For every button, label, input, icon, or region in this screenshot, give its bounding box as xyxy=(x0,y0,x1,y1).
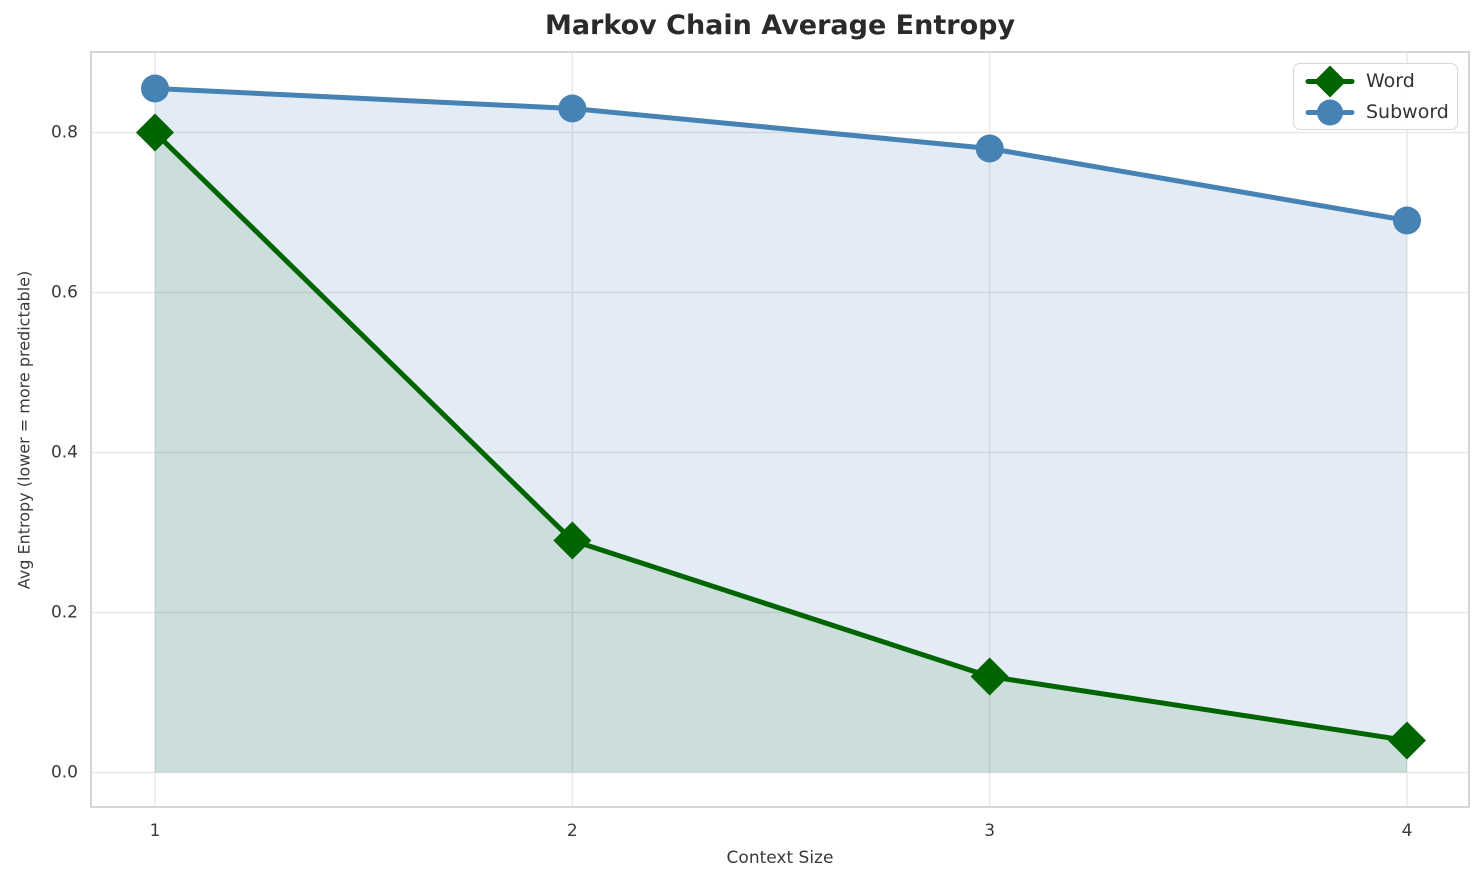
plot-border xyxy=(90,51,1470,808)
subword-point-marker xyxy=(1317,99,1343,125)
x-axis-label: Context Size xyxy=(726,848,834,868)
word-point-marker xyxy=(1388,721,1426,760)
word-series xyxy=(136,113,1426,760)
subword-area-fill xyxy=(155,88,1407,773)
y-tick-label: 0.4 xyxy=(51,443,78,463)
y-tick-label: 0.2 xyxy=(51,603,78,623)
x-tick-label: 3 xyxy=(984,821,995,841)
legend-item-subword: Subword xyxy=(1305,97,1449,128)
word-point-marker xyxy=(553,521,592,560)
x-tick-label: 2 xyxy=(567,821,578,841)
y-axis-label: Avg Entropy (lower = more predictable) xyxy=(14,270,34,590)
subword-point-marker xyxy=(141,74,169,103)
subword-series xyxy=(141,74,1421,235)
subword-point-marker xyxy=(975,134,1004,163)
legend-label-subword: Subword xyxy=(1366,100,1449,123)
word-area-fill xyxy=(155,132,1407,773)
subword-point-marker xyxy=(1393,206,1421,235)
subword-circle-line-icon xyxy=(1305,99,1355,125)
x-tick-label: 4 xyxy=(1402,821,1413,841)
y-tick-label: 0.0 xyxy=(51,763,78,783)
legend-item-word: Word xyxy=(1305,65,1445,97)
subword-point-marker xyxy=(558,94,587,123)
word-point-marker xyxy=(970,657,1009,696)
x-tick-label: 1 xyxy=(150,821,161,841)
subword-line xyxy=(152,86,1410,223)
legend: Word Subword xyxy=(1293,63,1458,130)
y-tick-label: 0.8 xyxy=(51,123,78,143)
word-point-marker xyxy=(1314,65,1346,97)
legend-label-word: Word xyxy=(1366,69,1415,92)
word-point-marker xyxy=(136,113,174,152)
y-tick-label: 0.6 xyxy=(51,283,78,303)
word-diamond-line-icon xyxy=(1305,65,1355,97)
word-line xyxy=(152,130,1410,743)
chart-title: Markov Chain Average Entropy xyxy=(544,10,1016,41)
